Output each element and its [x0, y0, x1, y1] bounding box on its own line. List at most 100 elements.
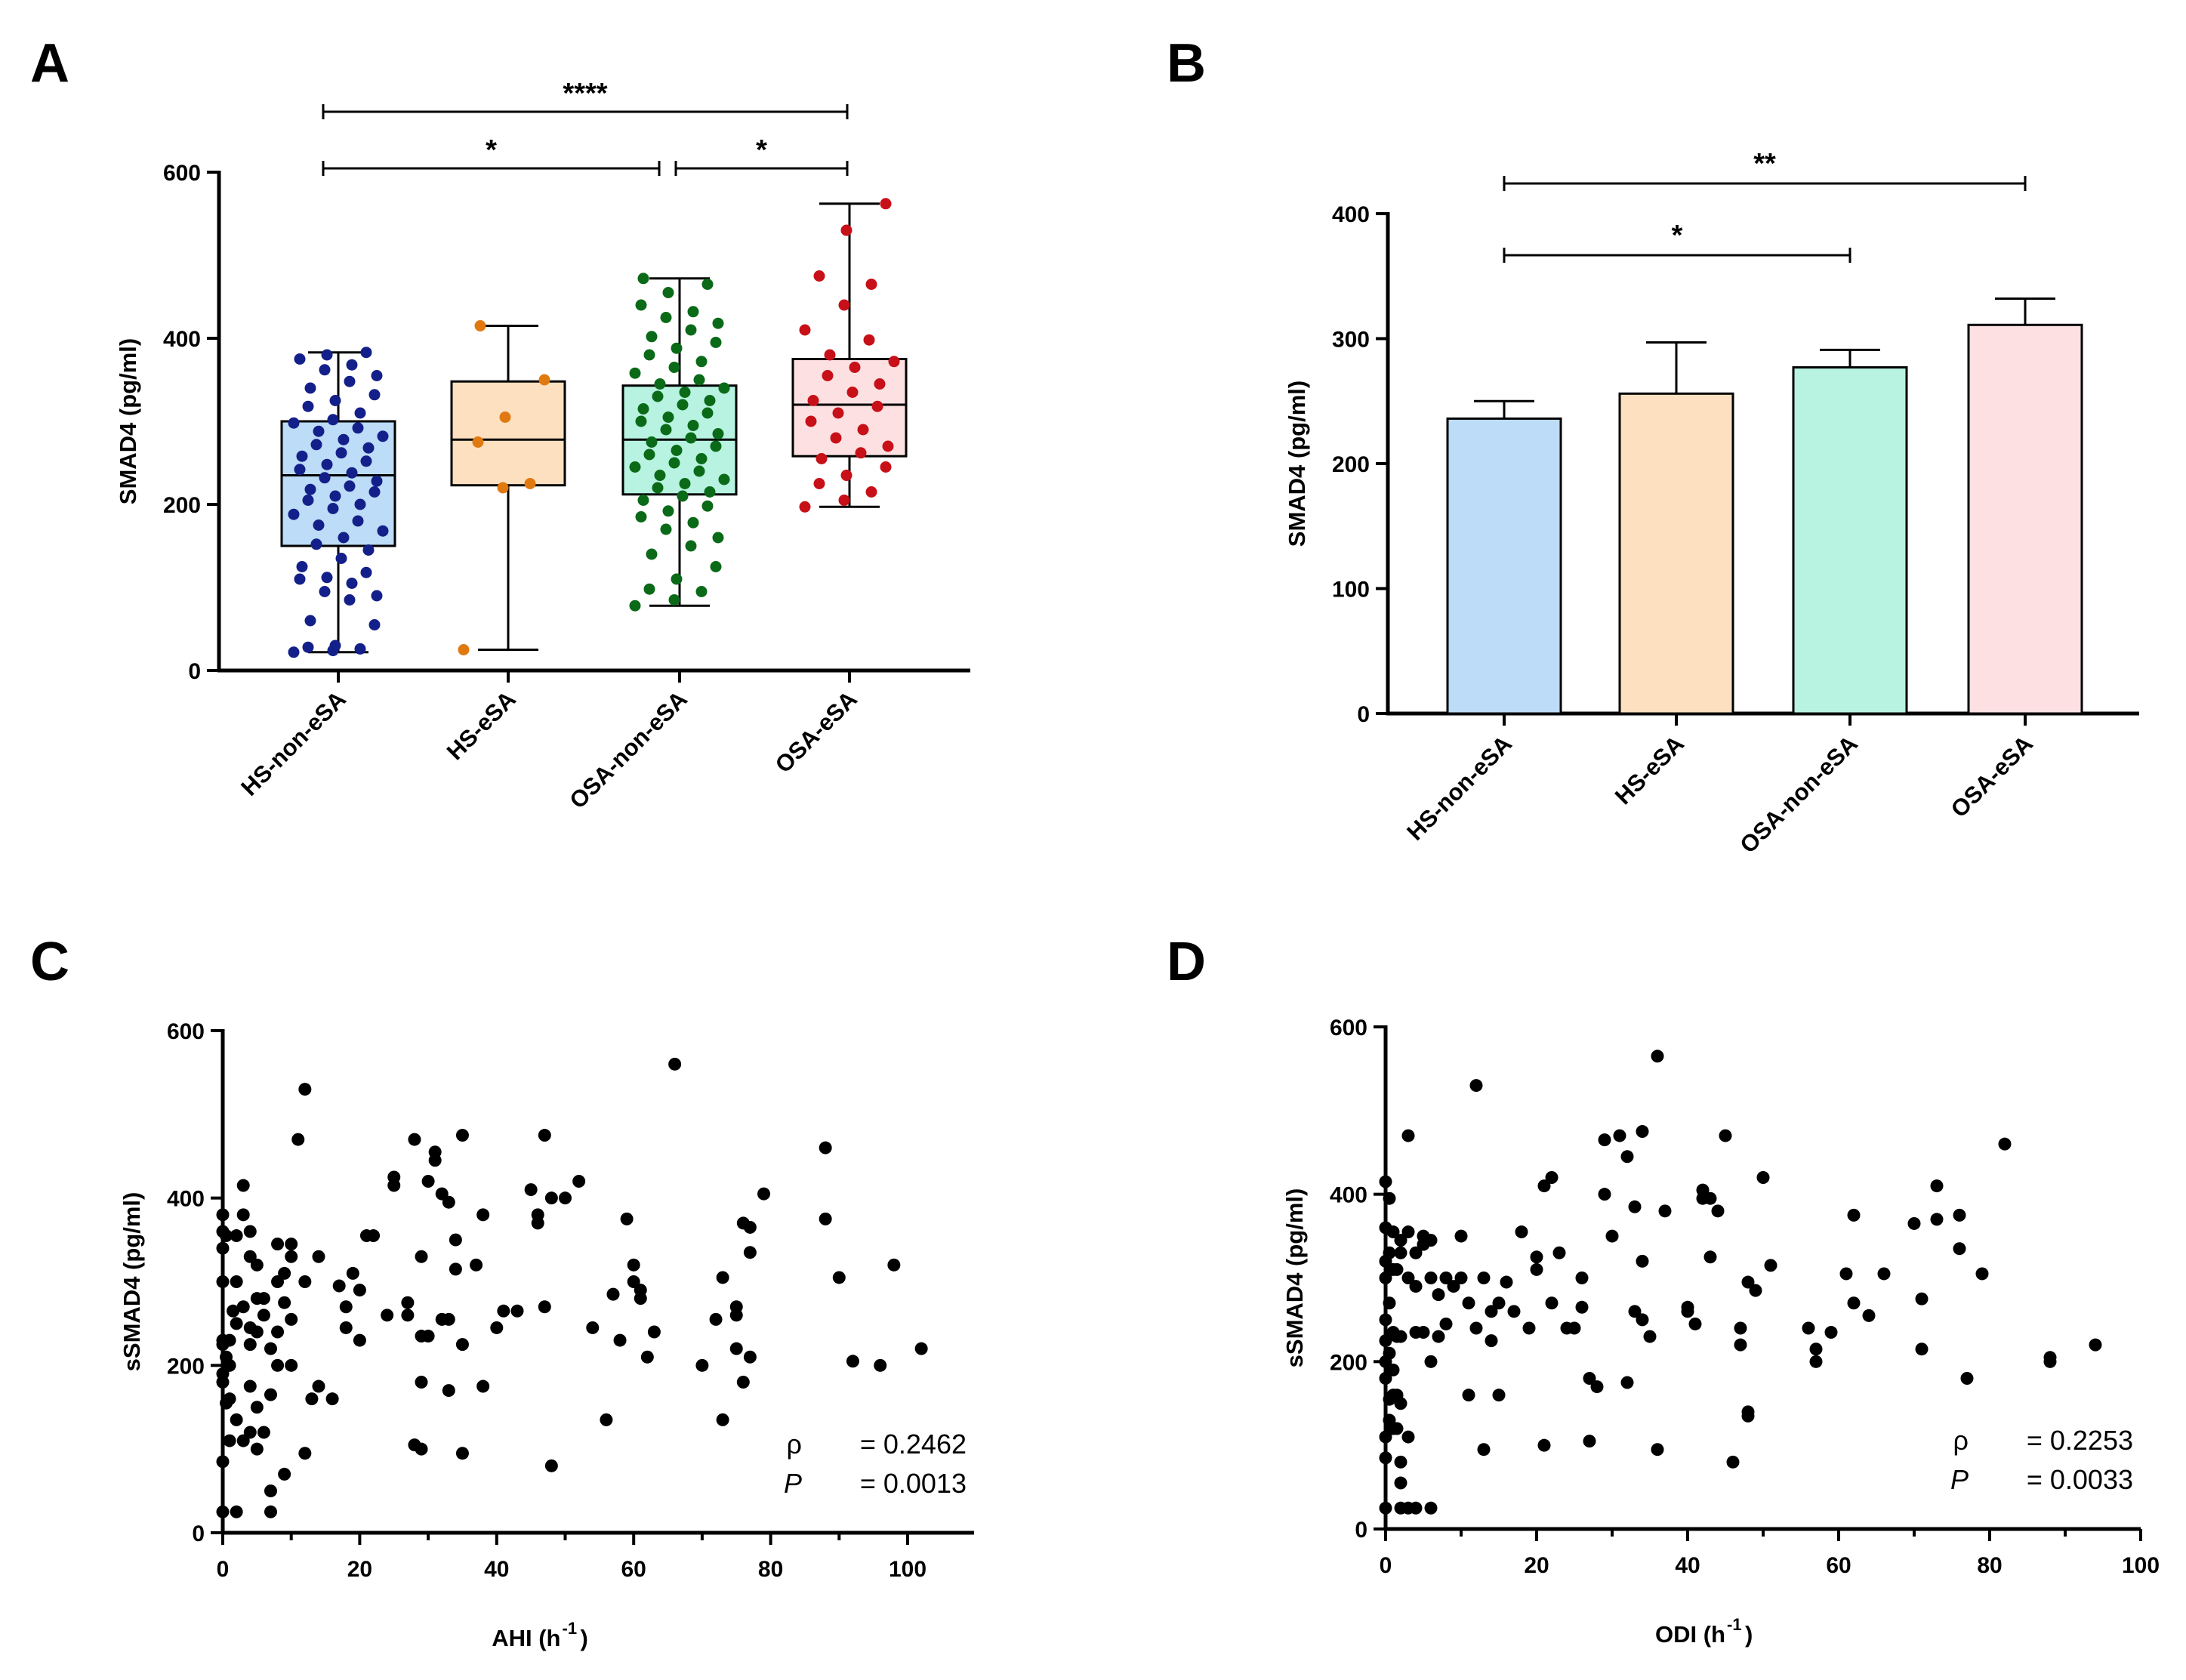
panel-d-data-point — [1492, 1296, 1506, 1310]
panel-a-data-point — [371, 590, 383, 602]
panel-a-data-point — [321, 349, 333, 361]
panel-c-data-point — [223, 1434, 236, 1447]
panel-a-data-point — [360, 566, 372, 578]
panel-a-data-point — [813, 270, 825, 282]
panel-c-data-point — [538, 1129, 551, 1142]
panel-d-data-point — [1454, 1272, 1468, 1284]
panel-b-y-tick-label: 300 — [1332, 328, 1370, 353]
panel-d-data-point — [1522, 1321, 1536, 1335]
panel-c-data-point — [716, 1413, 729, 1426]
panel-c-data-point — [449, 1233, 462, 1247]
panel-a-data-point — [338, 433, 350, 445]
panel-d-data-point — [1386, 1363, 1400, 1376]
panel-d-data-point — [1401, 1272, 1415, 1284]
panel-d-data-point — [1998, 1137, 2012, 1151]
panel-c-data-point — [415, 1442, 428, 1456]
panel-a-data-point — [687, 516, 699, 529]
panel-d-data-point — [1432, 1330, 1445, 1343]
panel-c-data-point — [216, 1208, 230, 1222]
panel-d-data-point — [1824, 1326, 1838, 1339]
panel-a-data-point — [865, 486, 877, 498]
panel-a-x-category-label: OSA-eSA — [770, 686, 862, 778]
panel-a-data-point — [304, 615, 316, 627]
panel-d-p-symbol: P — [1950, 1464, 1969, 1495]
panel-c-data-point — [243, 1426, 257, 1439]
panel-d-data-point — [1726, 1455, 1740, 1469]
panel-c-data-point — [538, 1300, 551, 1314]
panel-a-data-point — [813, 478, 825, 489]
panel-c-data-point — [236, 1300, 250, 1314]
panel-a-data-point — [668, 362, 680, 373]
panel-c-y-tick-label: 600 — [167, 1019, 205, 1044]
panel-c-data-point — [531, 1208, 544, 1222]
panel-a-data-point — [368, 389, 381, 401]
panel-a-data-point — [712, 317, 724, 329]
panel-a-data-point — [458, 644, 470, 655]
panel-a-data-point — [294, 464, 306, 476]
panel-d-x-tick-label: 40 — [1675, 1553, 1700, 1578]
panel-a-y-tick-label: 0 — [188, 659, 201, 684]
panel-d-data-point — [1383, 1296, 1396, 1310]
panel-d-p-value: = 0.0033 — [2027, 1464, 2133, 1495]
panel-a-data-point — [352, 515, 364, 527]
panel-c-data-point — [353, 1333, 366, 1347]
panel-c-data-point — [421, 1330, 435, 1343]
panel-b-significance-label: ** — [1753, 148, 1776, 180]
panel-c-data-point — [544, 1459, 558, 1472]
panel-d-data-point — [1379, 1501, 1392, 1515]
panel-d-data-point — [1915, 1292, 1929, 1305]
panel-d-y-axis-label: sSMAD4 (pg/ml) — [1281, 1188, 1308, 1368]
panel-d-data-point — [1620, 1376, 1634, 1389]
panel-a-data-point — [497, 482, 509, 494]
panel-a-data-point — [524, 478, 536, 489]
panel-a-data-point — [701, 500, 714, 512]
panel-a-data-point — [652, 482, 664, 494]
panel-a-box-plot: 0 200 400 600 SMAD4 (pg/ml) HS-non-eSA HS-eSA O… — [115, 78, 970, 814]
panel-a-significance-label: * — [756, 134, 767, 166]
panel-c-rho-symbol: ρ — [787, 1429, 802, 1460]
panel-a-data-point — [799, 324, 811, 336]
panel-a-data-point — [799, 501, 811, 513]
panel-a-data-point — [840, 224, 853, 236]
panel-a-data-point — [662, 287, 674, 298]
panel-d-data-point — [1432, 1288, 1445, 1302]
panel-d-y-tick-label: 400 — [1330, 1183, 1367, 1208]
panel-d-data-point — [1809, 1342, 1823, 1356]
panel-d-x-axis-label-superscript: -1 — [1727, 1615, 1742, 1634]
panel-c-data-point — [572, 1175, 586, 1188]
panel-a-data-point — [319, 364, 331, 376]
panel-a-data-point — [310, 538, 322, 550]
panel-a-data-point — [371, 475, 383, 487]
panel-a-data-point — [629, 600, 641, 612]
panel-c-x-tick-label: 40 — [484, 1557, 509, 1582]
panel-a-data-point — [718, 382, 730, 394]
panel-d-data-point — [1379, 1272, 1392, 1284]
panel-d-data-point — [1424, 1355, 1438, 1368]
panel-a-data-point — [635, 511, 647, 522]
panel-d-data-point — [1424, 1234, 1438, 1247]
panel-d-x-tick-label: 0 — [1380, 1553, 1392, 1578]
panel-a-significance-label: * — [486, 134, 497, 166]
panel-d-data-point — [1390, 1422, 1404, 1435]
panel-d-data-point — [1537, 1179, 1551, 1193]
panel-d-data-point — [1703, 1191, 1717, 1205]
panel-d-data-point — [1507, 1305, 1521, 1318]
panel-d-data-point — [1636, 1254, 1649, 1268]
panel-d-data-point — [1417, 1326, 1430, 1339]
panel-a-data-point — [693, 374, 705, 386]
panel-b-y-tick-label: 200 — [1332, 452, 1370, 477]
panel-a-data-point — [654, 470, 666, 481]
panel-a-data-point — [377, 525, 389, 537]
panel-d-data-point — [1530, 1250, 1543, 1264]
panel-a-data-point — [646, 436, 658, 448]
panel-d-data-point — [1394, 1397, 1407, 1410]
panel-c-data-point — [271, 1358, 285, 1372]
panel-a-data-point — [849, 362, 861, 373]
panel-a-data-point — [346, 467, 358, 479]
panel-d-data-point — [1477, 1272, 1491, 1284]
panel-a-data-point — [830, 432, 842, 444]
panel-a-data-point — [838, 299, 850, 311]
panel-d-data-point — [1915, 1342, 1929, 1356]
panel-a-data-point — [816, 453, 828, 464]
panel-a-data-point — [296, 561, 308, 572]
